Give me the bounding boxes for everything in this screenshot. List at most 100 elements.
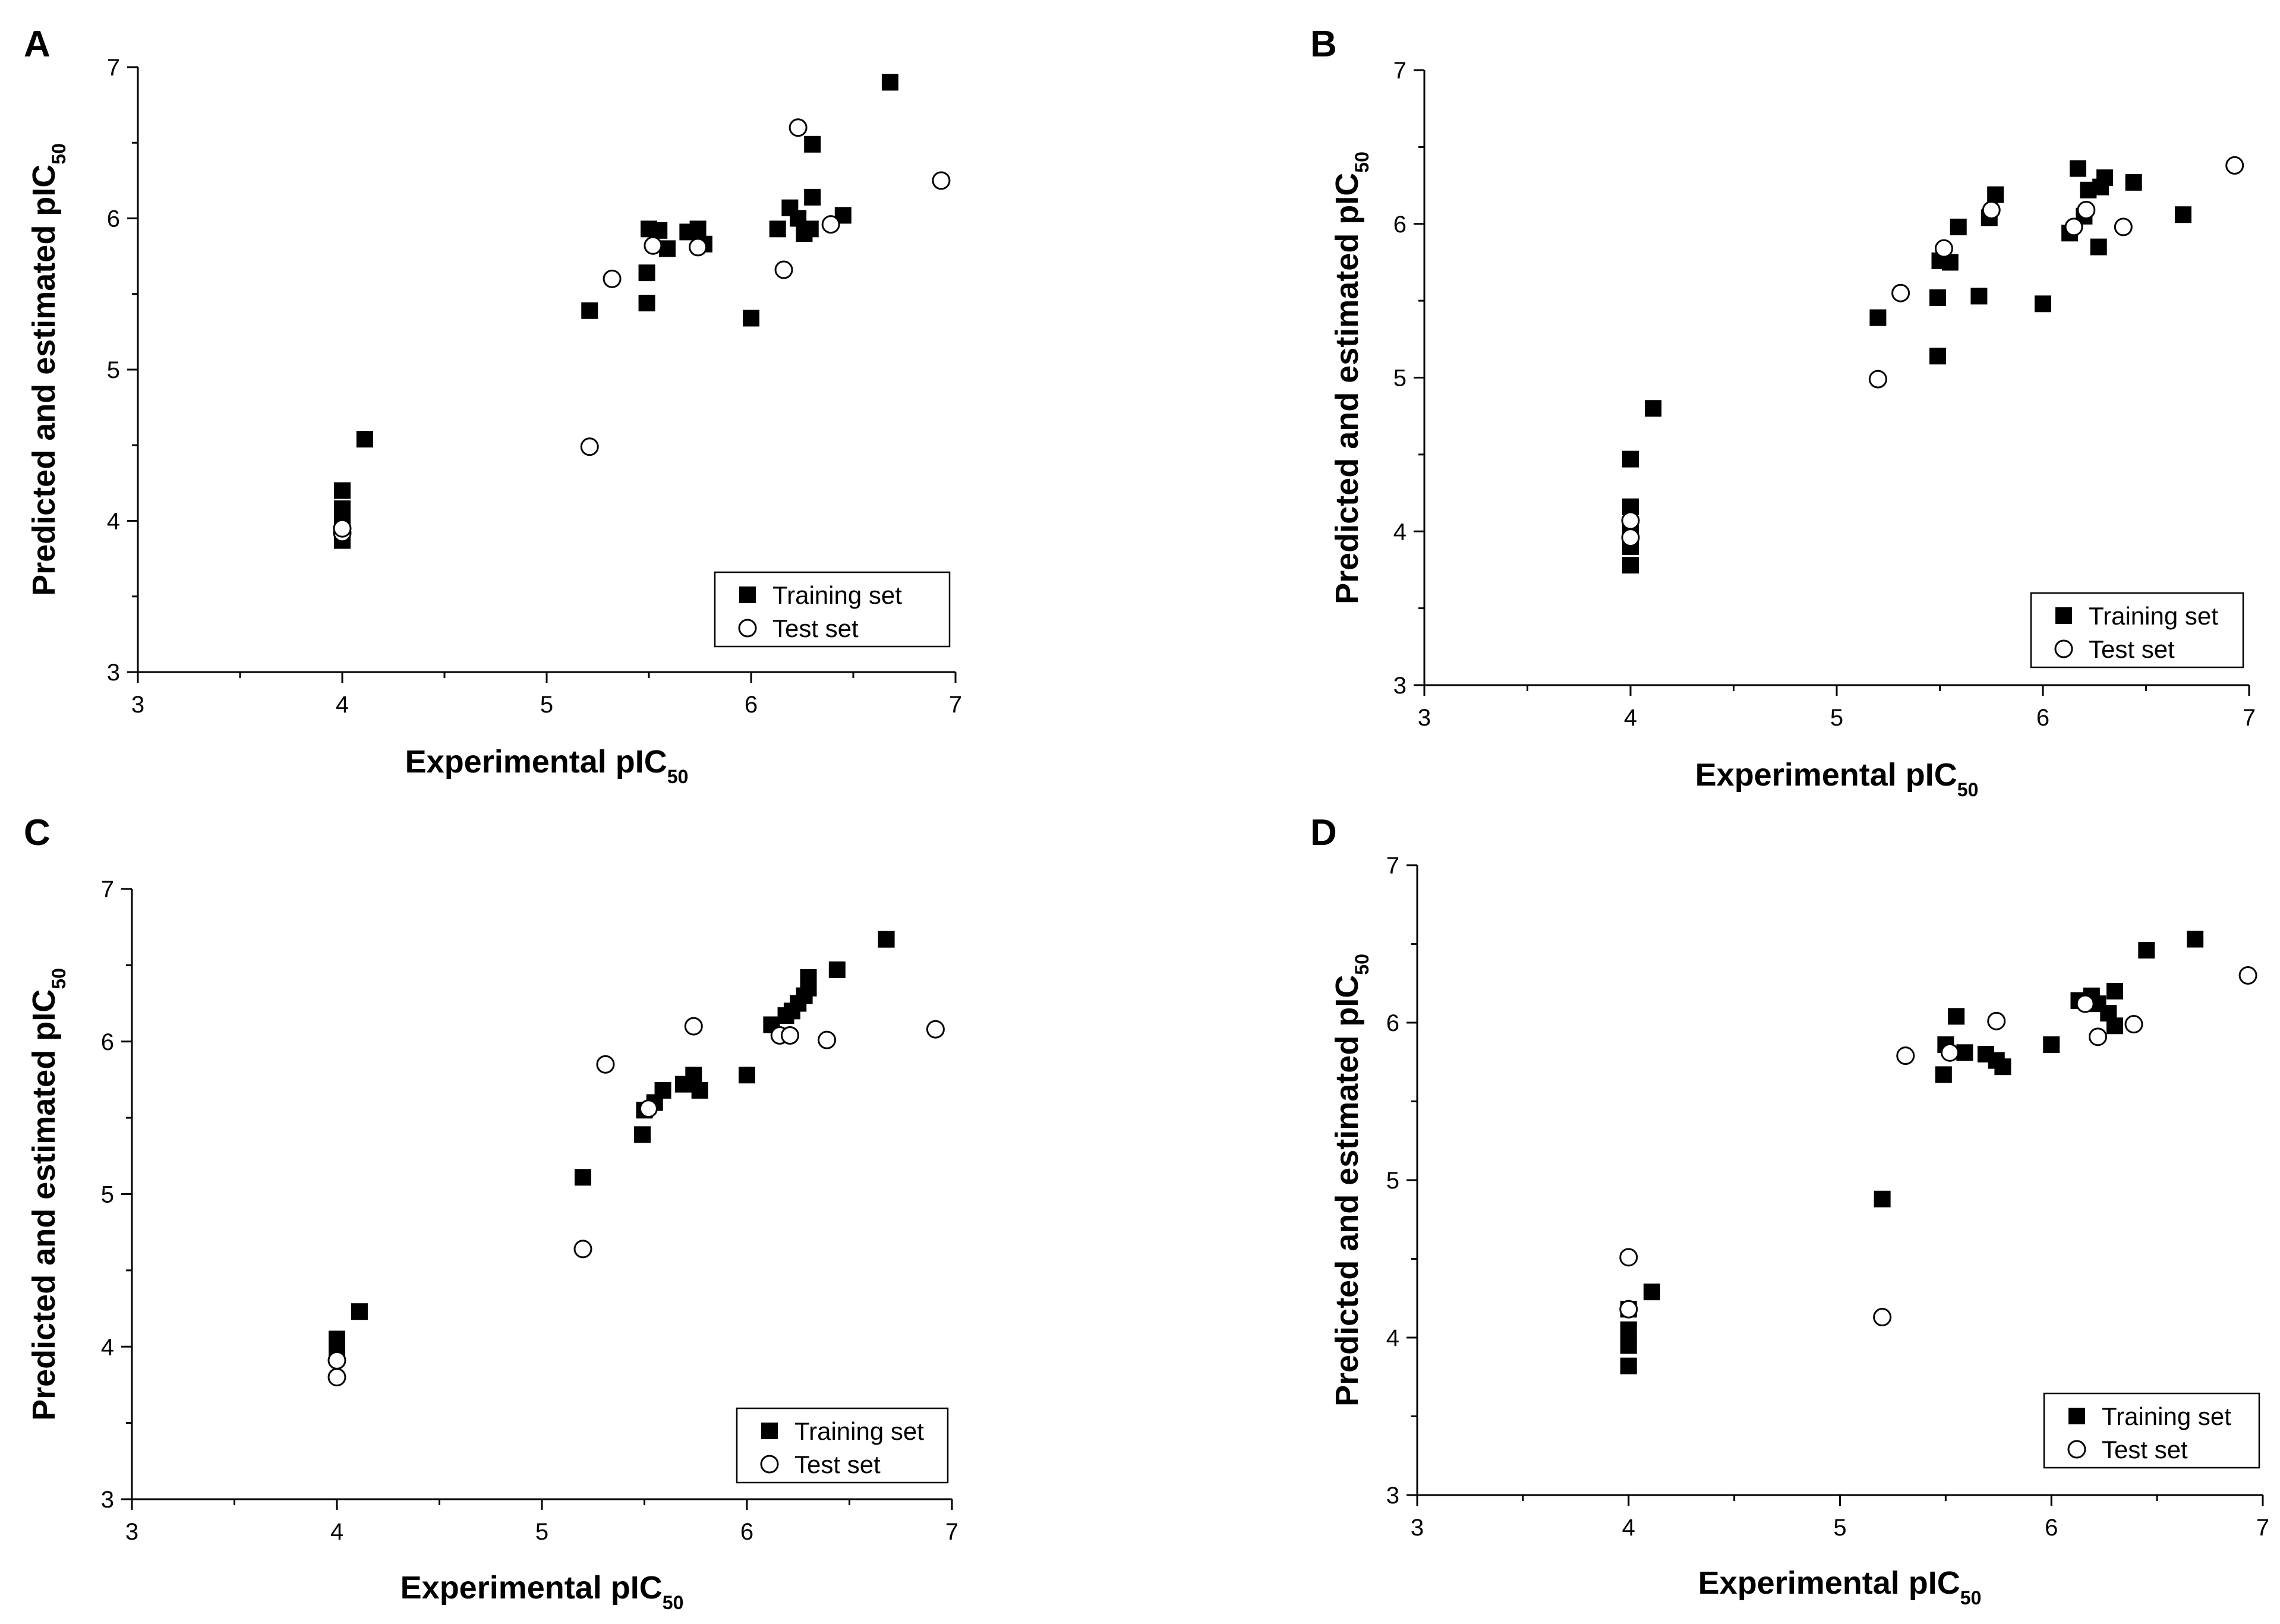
- test-point: [2089, 1027, 2108, 1046]
- training-point: [651, 222, 668, 239]
- y-tick-label: 7: [107, 55, 120, 81]
- training-point: [1869, 309, 1887, 326]
- x-axis-title: Experimental pIC50: [401, 1570, 684, 1613]
- legend: Training set Test set: [2043, 1392, 2260, 1469]
- legend-training-marker: [2068, 1408, 2085, 1424]
- legend-training-marker: [2055, 607, 2072, 624]
- training-point: [1929, 289, 1947, 306]
- training-point: [769, 220, 786, 238]
- test-point: [932, 171, 951, 190]
- test-point: [789, 118, 808, 137]
- training-point: [1935, 1066, 1952, 1083]
- x-tick-label: 7: [2243, 705, 2256, 731]
- test-point: [327, 1368, 346, 1387]
- y-tick-label: 6: [1393, 212, 1407, 238]
- panel-d: D 3 4 5 6 7 3 4 5 6 7 Experimental pIC50 Predicted a…: [1310, 812, 2269, 1609]
- training-point: [1620, 1321, 1637, 1338]
- training-point: [1956, 1044, 1973, 1061]
- legend-box: [2030, 592, 2244, 668]
- test-point: [1868, 370, 1887, 389]
- y-tick-label: 6: [101, 1029, 114, 1055]
- y-tick-label: 4: [101, 1334, 114, 1360]
- test-point: [2114, 217, 2133, 236]
- training-point: [1950, 218, 1967, 235]
- x-axis-title: Experimental pIC50: [1698, 1565, 1982, 1609]
- panel-label: C: [24, 812, 51, 853]
- legend: Training set Test set: [714, 571, 951, 648]
- test-point: [327, 1351, 346, 1370]
- training-point: [878, 931, 895, 948]
- test-point: [644, 236, 663, 255]
- training-point: [1929, 348, 1947, 365]
- y-axis-title: Predicted and estimated pIC50: [1329, 152, 1373, 604]
- training-point: [802, 220, 819, 238]
- legend-entry: Training set: [794, 1417, 924, 1445]
- training-point: [2106, 1017, 2123, 1035]
- legend-test-marker: [2067, 1440, 2086, 1459]
- training-point: [1622, 557, 1639, 574]
- legend-entry: Test set: [2089, 635, 2175, 663]
- x-tick-label: 5: [1830, 705, 1843, 731]
- x-tick-label: 3: [131, 692, 144, 718]
- training-point: [575, 1169, 591, 1186]
- x-tick-label: 5: [540, 692, 553, 718]
- training-point: [804, 188, 821, 206]
- training-point: [581, 302, 598, 319]
- training-point: [654, 1081, 671, 1099]
- y-tick-label: 7: [101, 876, 114, 903]
- y-tick-label: 3: [1393, 673, 1407, 699]
- legend-entry: Training set: [772, 581, 902, 609]
- test-point: [1940, 1043, 1959, 1062]
- x-tick-label: 7: [2256, 1515, 2269, 1541]
- panel-b: B 3 4 5 6 7 3 4 5 6 7 Experimental pIC50 Predicted a…: [1310, 24, 2256, 800]
- test-point: [639, 1099, 658, 1118]
- training-point: [2096, 169, 2114, 187]
- training-point: [638, 295, 655, 312]
- training-point: [2187, 931, 2204, 948]
- training-point: [2069, 160, 2086, 177]
- test-point: [1891, 283, 1910, 302]
- y-tick-label: 7: [1386, 853, 1399, 879]
- training-point: [828, 961, 846, 979]
- test-point: [818, 1030, 837, 1049]
- y-tick-label: 3: [107, 660, 120, 686]
- training-point: [1987, 186, 2004, 203]
- training-point: [804, 135, 821, 153]
- training-point: [334, 482, 351, 499]
- training-point: [2125, 174, 2142, 191]
- y-tick-label: 5: [101, 1182, 114, 1208]
- test-point: [684, 1017, 703, 1036]
- x-tick-label: 3: [1418, 705, 1431, 731]
- training-point: [356, 431, 373, 448]
- test-point: [2064, 217, 2083, 236]
- test-point: [603, 269, 622, 288]
- legend: Training set Test set: [2030, 592, 2244, 668]
- test-point: [333, 519, 352, 538]
- x-tick-label: 6: [2045, 1515, 2058, 1541]
- test-point: [2225, 156, 2244, 175]
- training-point: [2106, 983, 2123, 999]
- legend-entry: Training set: [2102, 1402, 2231, 1430]
- training-point: [1620, 1337, 1637, 1354]
- test-point: [1934, 239, 1953, 258]
- legend-entry: Training set: [2089, 602, 2218, 630]
- legend-test-marker: [738, 619, 757, 638]
- panel-label: B: [1310, 24, 1337, 65]
- x-tick-label: 4: [336, 692, 349, 718]
- training-point: [689, 220, 707, 238]
- y-tick-label: 5: [1386, 1168, 1399, 1194]
- training-point: [881, 74, 898, 91]
- training-point: [1874, 1190, 1891, 1207]
- x-tick-label: 3: [1411, 1515, 1424, 1541]
- y-tick-label: 5: [107, 357, 120, 383]
- y-tick-label: 3: [1386, 1483, 1399, 1509]
- x-tick-label: 6: [2036, 705, 2049, 731]
- training-point: [1970, 288, 1988, 305]
- training-point: [1643, 1284, 1660, 1301]
- legend-test-marker: [760, 1455, 779, 1474]
- test-point: [780, 1026, 799, 1045]
- training-point: [743, 310, 759, 327]
- test-point: [926, 1020, 945, 1039]
- training-point: [1620, 1357, 1637, 1374]
- legend: Training set Test set: [736, 1407, 949, 1484]
